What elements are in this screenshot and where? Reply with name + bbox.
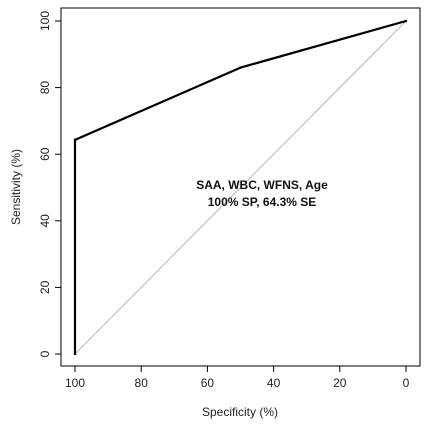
x-tick-label: 80 [135, 376, 149, 390]
annotation-line-1: SAA, WBC, WFNS, Age [196, 178, 328, 192]
roc-point [73, 138, 77, 142]
reference-diagonal-line [74, 20, 407, 355]
roc-curve-line [73, 19, 407, 354]
x-axis-ticks: 100 80 60 40 20 0 [65, 366, 410, 390]
annotation-line-2: 100% SP, 64.3% SE [208, 195, 317, 209]
roc-point [239, 66, 242, 69]
y-tick-label: 60 [38, 147, 52, 161]
plot-frame [60, 7, 421, 367]
y-tick-label: 40 [38, 214, 52, 228]
x-axis-title: Specificity (%) [202, 405, 278, 419]
roc-point [73, 352, 77, 356]
x-tick-label: 100 [65, 376, 85, 390]
x-tick-label: 60 [201, 376, 215, 390]
x-tick-label: 0 [403, 376, 410, 390]
y-tick-label: 100 [38, 11, 52, 31]
y-axis-title: Sensitivity (%) [9, 149, 23, 225]
series-group [73, 19, 408, 356]
y-axis-ticks: 0 20 40 60 80 100 [38, 11, 61, 357]
x-tick-label: 20 [333, 376, 347, 390]
x-tick-label: 40 [267, 376, 281, 390]
y-tick-label: 20 [38, 280, 52, 294]
y-tick-label: 0 [38, 350, 52, 357]
roc-point [404, 19, 408, 23]
y-tick-label: 80 [38, 81, 52, 95]
